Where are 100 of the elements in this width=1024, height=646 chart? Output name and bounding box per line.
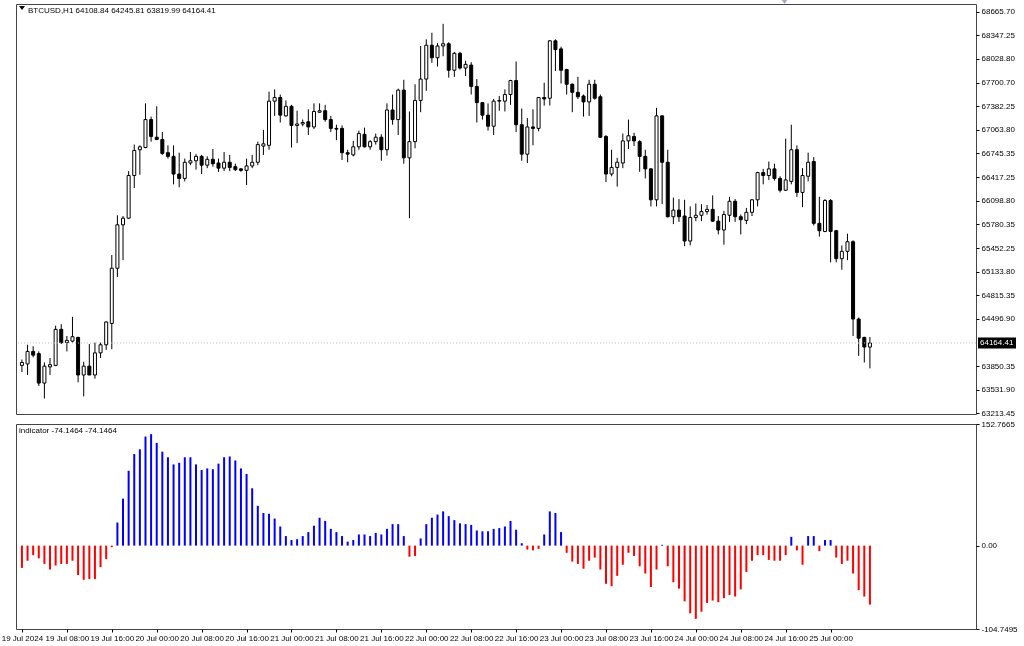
bar: [487, 531, 490, 546]
y-tick-label: 65133.80: [981, 267, 1016, 277]
bar: [195, 464, 198, 546]
bar: [183, 457, 186, 546]
y-tick-label: 63531.90: [981, 385, 1016, 395]
bar: [638, 545, 641, 567]
bar: [93, 545, 96, 580]
y-tick-label: 67382.25: [981, 101, 1016, 111]
bar: [649, 545, 652, 588]
bar: [677, 545, 680, 589]
bar: [178, 462, 181, 546]
bar: [273, 518, 276, 546]
bar: [621, 545, 624, 565]
bar: [829, 540, 832, 546]
bar: [745, 545, 748, 572]
bar: [239, 468, 242, 546]
bar: [633, 545, 636, 556]
bar: [593, 545, 596, 558]
bar: [166, 457, 169, 546]
y-tick-label: 68028.80: [981, 54, 1016, 64]
bar: [341, 536, 344, 546]
bar: [105, 545, 108, 560]
bar: [689, 545, 692, 614]
bar: [857, 545, 860, 591]
bar: [419, 538, 422, 546]
x-tick-label: 22 Jul 16:00: [494, 633, 539, 643]
y-tick-label: 0.00: [981, 541, 998, 551]
bar: [492, 528, 495, 546]
bar: [290, 540, 293, 546]
bar: [65, 545, 68, 564]
x-tick-label: 21 Jul 00:00: [270, 633, 315, 643]
bar: [672, 545, 675, 583]
y-tick-label: 67700.70: [981, 78, 1016, 88]
bar: [150, 434, 153, 546]
bar: [369, 536, 372, 546]
bar: [447, 516, 450, 546]
bar: [37, 545, 40, 559]
y-tick-label: 63850.35: [981, 361, 1016, 371]
bar: [835, 545, 838, 558]
bar: [846, 545, 849, 561]
bar: [700, 545, 703, 612]
bar: [234, 460, 237, 546]
chart-title: indicator -74.1464 -74.1464: [19, 426, 118, 435]
bar: [706, 545, 709, 603]
y-tick-label: 64815.35: [981, 290, 1016, 300]
bar: [88, 545, 91, 580]
bar: [543, 534, 546, 546]
bar: [722, 545, 725, 599]
x-tick-label: 23 Jul 08:00: [584, 633, 629, 643]
bar: [442, 511, 445, 546]
bar: [436, 514, 439, 546]
bar: [616, 545, 619, 576]
bar: [515, 529, 518, 546]
bar: [503, 526, 506, 546]
bar: [284, 536, 287, 546]
bar: [470, 524, 473, 546]
bar: [324, 520, 327, 546]
x-tick-label: 24 Jul 16:00: [764, 633, 809, 643]
bar: [346, 541, 349, 546]
bar: [206, 468, 209, 546]
y-tick-label: 65452.25: [981, 243, 1016, 253]
bar: [374, 532, 377, 546]
bar: [840, 545, 843, 564]
bar: [582, 545, 585, 569]
bar: [728, 545, 731, 595]
bar: [425, 524, 428, 546]
x-tick-label: 19 Jul 16:00: [90, 633, 135, 643]
bar: [301, 536, 304, 546]
bar: [279, 526, 282, 546]
bar: [312, 525, 315, 546]
bar: [520, 543, 523, 546]
bar: [655, 545, 658, 570]
bar: [49, 545, 52, 570]
bar: [385, 528, 388, 546]
bar: [408, 545, 411, 557]
bar: [554, 512, 557, 546]
bar: [54, 545, 57, 566]
bar: [60, 545, 63, 564]
x-tick-label: 22 Jul 08:00: [449, 633, 495, 643]
bar: [172, 464, 175, 546]
x-tick-label: 21 Jul 16:00: [360, 633, 405, 643]
x-tick-label: 20 Jul 16:00: [225, 633, 270, 643]
bar: [818, 545, 821, 552]
y-tick-label: 68665.70: [981, 7, 1016, 17]
ref-line-label: 64164.41: [980, 338, 1014, 348]
bar: [71, 545, 74, 561]
bar: [750, 545, 753, 561]
bar: [734, 545, 737, 597]
bar: [458, 523, 461, 546]
bar: [77, 545, 80, 576]
bar: [588, 545, 591, 561]
bar: [155, 442, 158, 546]
y-tick-label: 66417.25: [981, 172, 1016, 182]
bar: [268, 513, 271, 546]
bar: [32, 545, 35, 556]
bar: [256, 505, 259, 546]
bar: [868, 545, 871, 605]
y-tick-label: 67063.80: [981, 125, 1016, 135]
bar: [228, 456, 231, 546]
bar: [296, 539, 299, 546]
